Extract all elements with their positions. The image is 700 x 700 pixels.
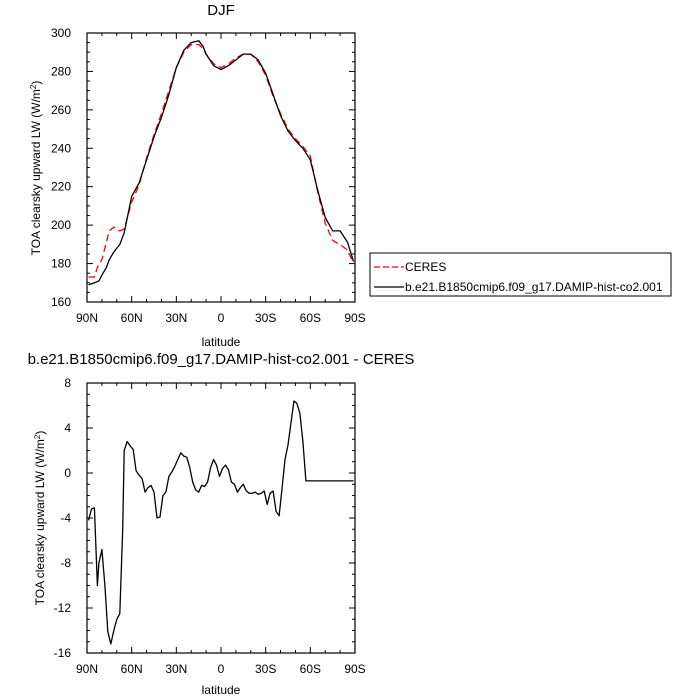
bottom-y-tick-label: -16 <box>54 646 72 660</box>
bottom-chart-title: b.e21.B1850cmip6.f09_g17.DAMIP-hist-co2.… <box>28 351 415 368</box>
legend-label-ceres: CERES <box>405 260 446 274</box>
bottom-chart-ylabel: TOA clearsky upward LW (W/m2) <box>33 431 47 606</box>
top-y-tick-label: 200 <box>51 218 71 232</box>
bottom-x-tick-label: 90S <box>344 662 365 676</box>
bottom-chart-ylabel-end: ) <box>33 431 47 435</box>
top-x-tick-label: 60S <box>300 311 321 325</box>
bottom-y-tick-label: -8 <box>60 556 71 570</box>
top-y-tick-label: 300 <box>51 26 71 40</box>
bottom-y-tick-label: 8 <box>64 376 71 390</box>
top-y-tick-label: 160 <box>51 295 71 309</box>
top-series-line-0 <box>88 43 355 278</box>
top-series-line-1 <box>88 40 355 286</box>
top-chart-ylabel: TOA clearsky upward LW (W/m2) <box>29 81 43 256</box>
top-chart-title: DJF <box>207 2 235 19</box>
bottom-y-tick-label: 0 <box>64 466 71 480</box>
top-y-tick-label: 220 <box>51 180 71 194</box>
top-y-tick-label: 260 <box>51 103 71 117</box>
top-y-tick-label: 240 <box>51 141 71 155</box>
top-chart-plot: 90N 60N 30N 0 30S 60S 90S 160 180 200 220 240 260 280… <box>51 26 366 325</box>
top-y-tick-label: 280 <box>51 64 71 78</box>
bottom-y-tick-label: -4 <box>60 511 71 525</box>
top-chart-ylabel-end: ) <box>29 81 43 85</box>
top-chart-ylabel-sup: 2 <box>29 84 38 89</box>
legend-label-model: b.e21.B1850cmip6.f09_g17.DAMIP-hist-co2.… <box>405 280 663 294</box>
bottom-chart-ylabel-sup: 2 <box>33 434 42 439</box>
bottom-chart-plot: 90N 60N 30N 0 30S 60S 90S -16 -12 -8 -4 0 4 8 <box>54 376 366 676</box>
bottom-x-tick-label: 0 <box>218 662 225 676</box>
top-x-tick-label: 90S <box>344 311 365 325</box>
top-x-tick-label: 0 <box>218 311 225 325</box>
top-y-tick-label: 180 <box>51 257 71 271</box>
bottom-plot-frame <box>86 382 356 654</box>
top-x-tick-label: 90N <box>76 311 98 325</box>
top-x-tick-label: 30N <box>165 311 187 325</box>
top-x-tick-label: 60N <box>121 311 143 325</box>
bottom-y-tick-label: -12 <box>54 601 72 615</box>
bottom-x-tick-label: 60N <box>121 662 143 676</box>
legend: CERES b.e21.B1850cmip6.f09_g17.DAMIP-his… <box>369 252 672 297</box>
top-chart-ylabel-main: TOA clearsky upward LW (W/m <box>29 89 43 255</box>
bottom-chart-ylabel-main: TOA clearsky upward LW (W/m <box>33 439 47 605</box>
top-x-tick-label: 30S <box>255 311 276 325</box>
top-chart-xlabel: latitude <box>202 335 241 349</box>
bottom-x-tick-label: 90N <box>76 662 98 676</box>
top-plot-frame <box>86 32 356 303</box>
bottom-x-tick-label: 30S <box>255 662 276 676</box>
bottom-x-tick-label: 30N <box>165 662 187 676</box>
bottom-x-tick-label: 60S <box>300 662 321 676</box>
bottom-y-tick-label: 4 <box>64 421 71 435</box>
bottom-chart-xlabel: latitude <box>202 683 241 697</box>
bottom-series-line-0 <box>87 400 354 645</box>
legend-box <box>369 252 672 297</box>
